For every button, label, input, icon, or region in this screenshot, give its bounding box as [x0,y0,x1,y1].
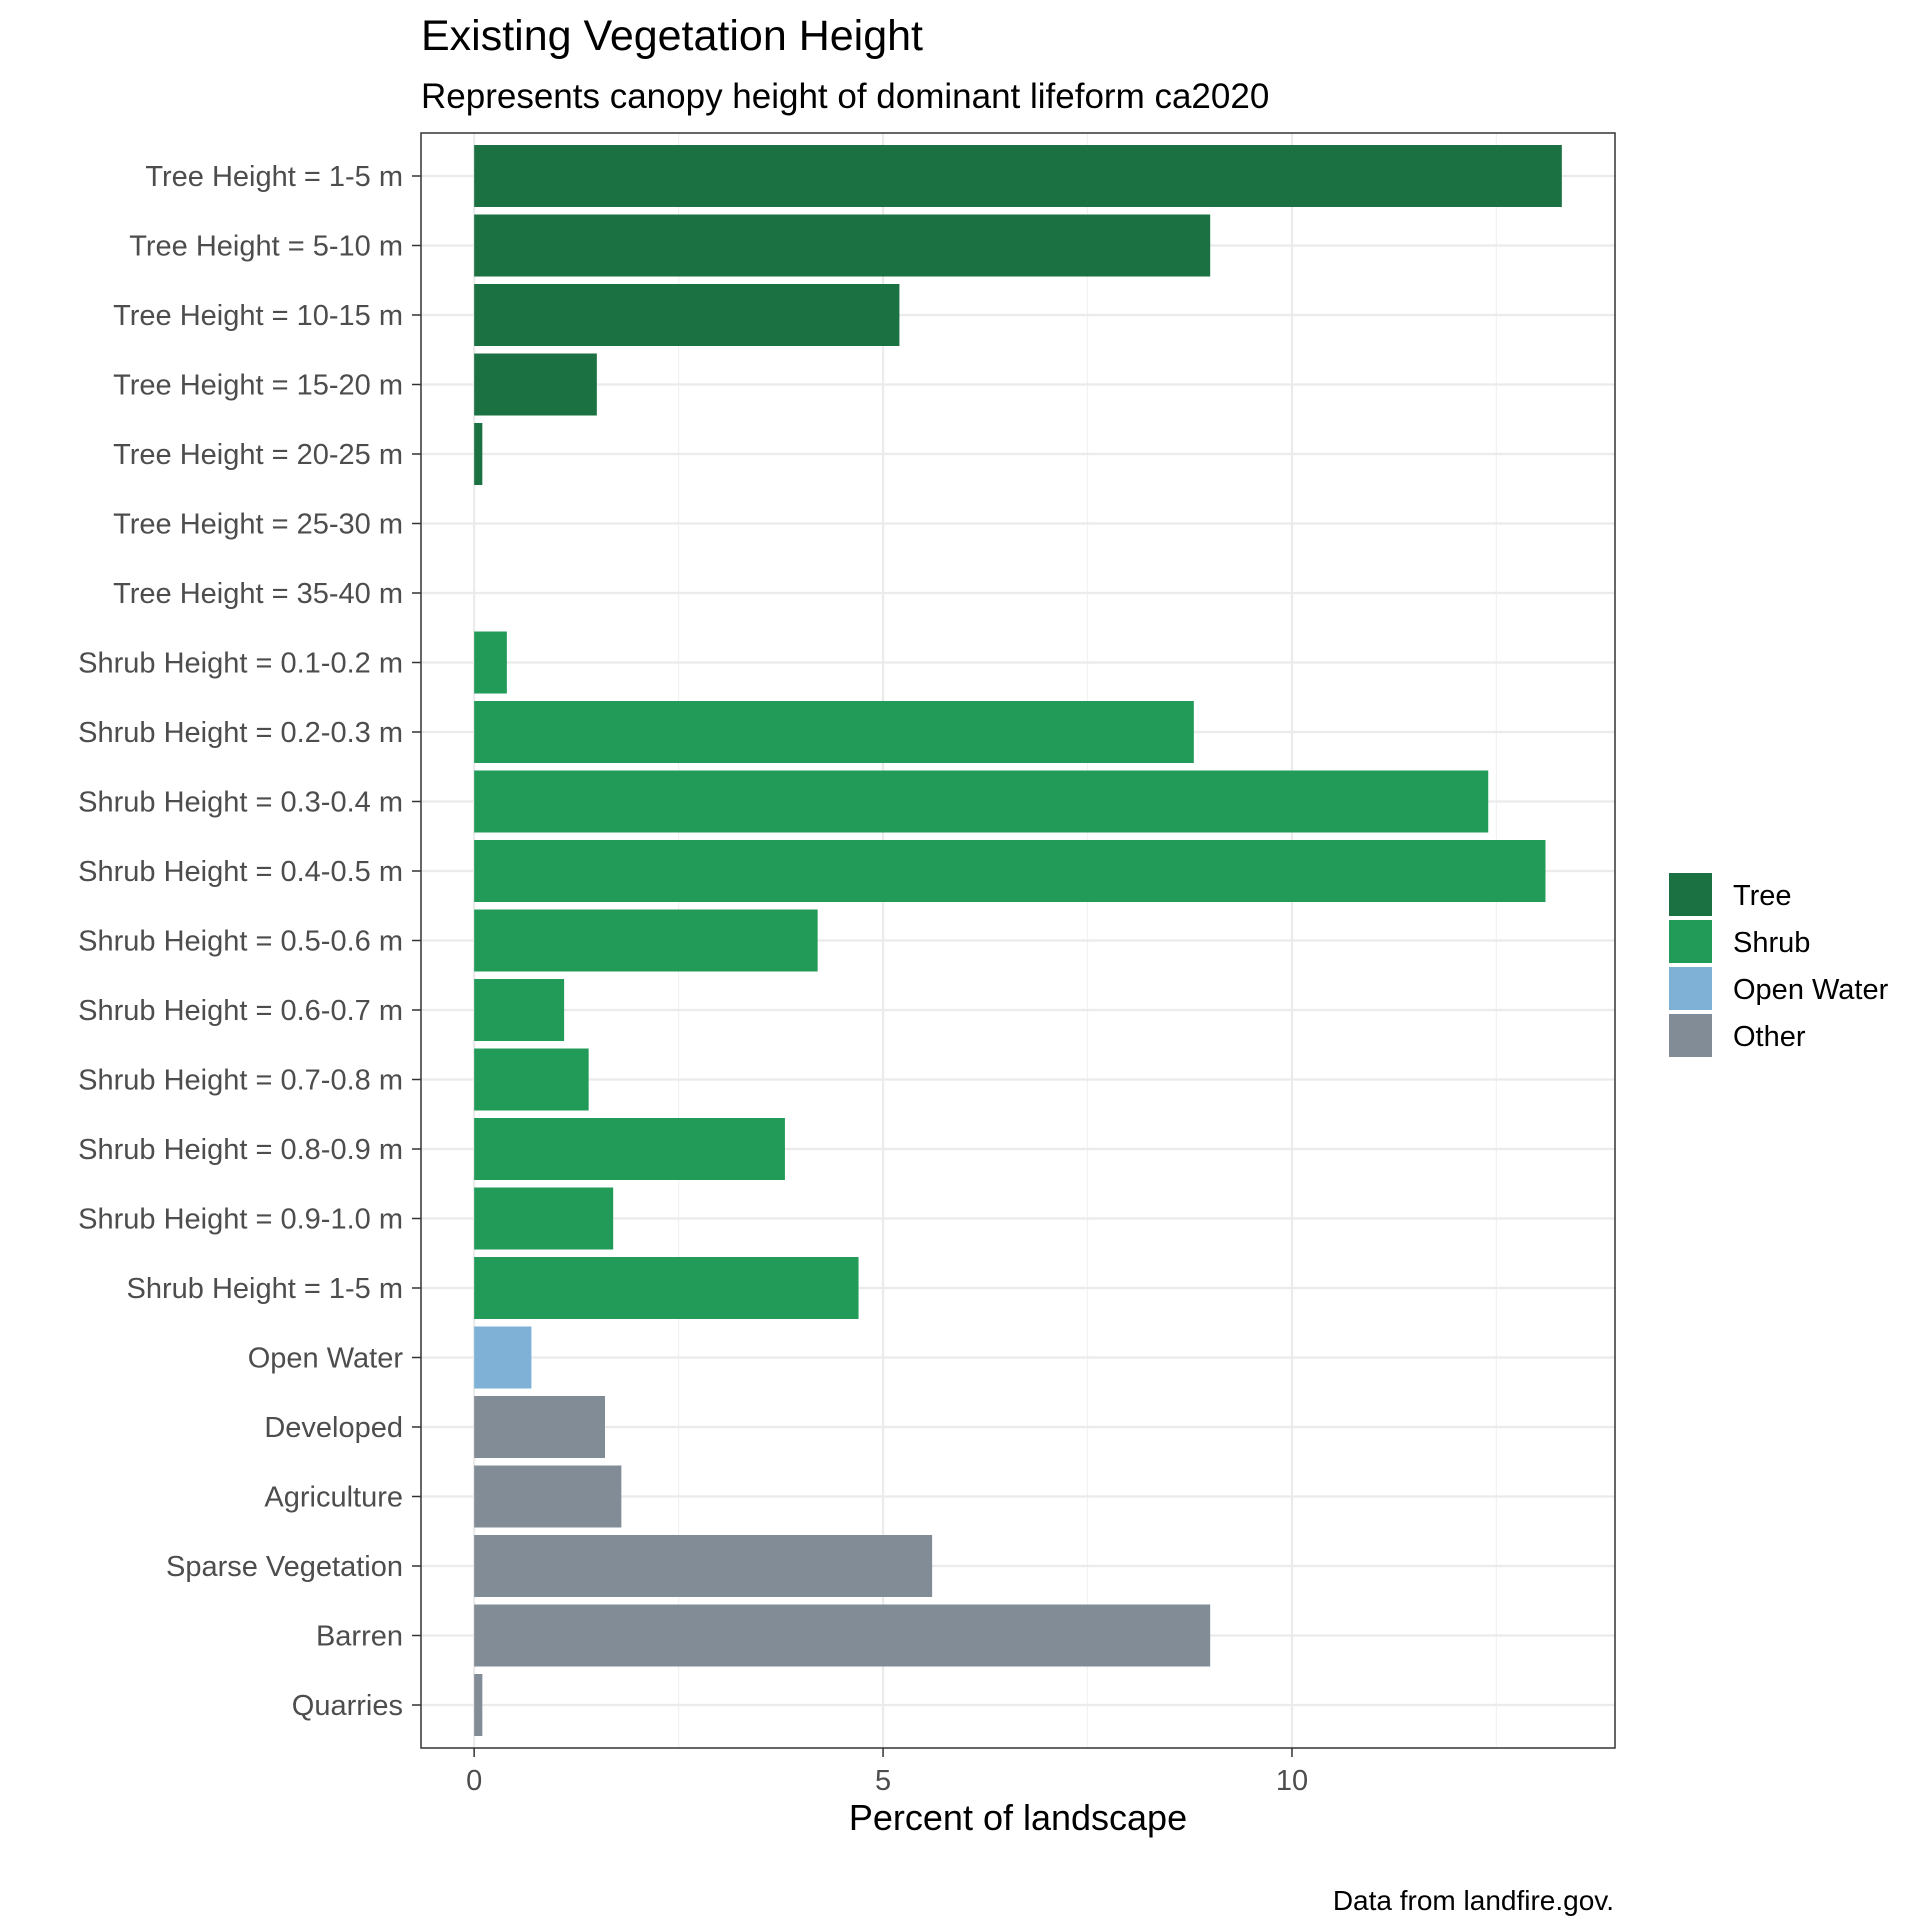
y-tick-label: Barren [316,1621,403,1653]
bar [474,145,1562,207]
legend: Tree Shrub Open Water Other [1669,873,1889,1057]
y-tick-label: Developed [264,1412,403,1444]
bar [474,909,818,972]
x-axis-label: Percent of landscape [849,1797,1187,1838]
bar [474,353,597,416]
legend-swatch [1669,873,1712,916]
y-axis: Tree Height = 1-5 m Tree Height = 5-10 m T… [78,161,421,1722]
bar [474,214,1211,277]
y-tick-label: Tree Height = 5-10 m [129,231,403,263]
y-tick-label: Sparse Vegetation [166,1551,403,1583]
bar [474,1118,785,1180]
legend-swatch [1669,967,1712,1010]
legend-label: Other [1733,1021,1806,1053]
y-tick-label: Tree Height = 15-20 m [113,370,403,402]
y-tick-label: Shrub Height = 0.6-0.7 m [78,995,403,1027]
bar [474,1465,622,1528]
bar [474,1048,589,1111]
legend-label: Open Water [1733,974,1889,1006]
bar [474,1535,933,1597]
bar [474,1396,606,1458]
bar [474,979,565,1041]
y-tick-label: Shrub Height = 0.1-0.2 m [78,648,403,680]
x-tick-label: 10 [1276,1765,1308,1797]
y-tick-label: Shrub Height = 1-5 m [127,1273,403,1305]
bar [474,423,483,485]
y-tick-label: Shrub Height = 0.4-0.5 m [78,856,403,888]
x-tick-label: 5 [875,1765,891,1797]
legend-label: Shrub [1733,927,1810,959]
bar [474,1326,532,1389]
bars [474,145,1562,1736]
legend-label: Tree [1733,880,1792,912]
legend-swatch [1669,1014,1712,1057]
y-tick-label: Shrub Height = 0.7-0.8 m [78,1065,403,1097]
y-tick-label: Shrub Height = 0.5-0.6 m [78,926,403,958]
bar [474,1604,1211,1667]
bar [474,631,507,694]
y-tick-label: Open Water [248,1343,404,1375]
bar [474,770,1489,833]
bar [474,840,1546,902]
x-axis: 0 5 10 [466,1748,1308,1797]
bar [474,701,1194,763]
y-tick-label: Shrub Height = 0.3-0.4 m [78,787,403,819]
y-tick-label: Tree Height = 25-30 m [113,509,403,541]
legend-swatch [1669,920,1712,963]
y-tick-label: Quarries [292,1690,403,1722]
chart-title: Existing Vegetation Height [421,12,923,60]
chart-subtitle: Represents canopy height of dominant lif… [421,77,1269,116]
y-tick-label: Tree Height = 10-15 m [113,300,403,332]
bar [474,1257,859,1319]
y-tick-label: Shrub Height = 0.9-1.0 m [78,1204,403,1236]
caption: Data from landfire.gov. [1333,1885,1614,1916]
y-tick-label: Agriculture [264,1482,403,1514]
x-tick-label: 0 [466,1765,482,1797]
bar [474,1187,614,1250]
y-tick-label: Tree Height = 20-25 m [113,439,403,471]
y-tick-label: Tree Height = 35-40 m [113,578,403,610]
bar [474,1674,483,1736]
y-tick-label: Shrub Height = 0.2-0.3 m [78,717,403,749]
y-tick-label: Shrub Height = 0.8-0.9 m [78,1134,403,1166]
bar [474,284,900,346]
y-tick-label: Tree Height = 1-5 m [145,161,403,193]
